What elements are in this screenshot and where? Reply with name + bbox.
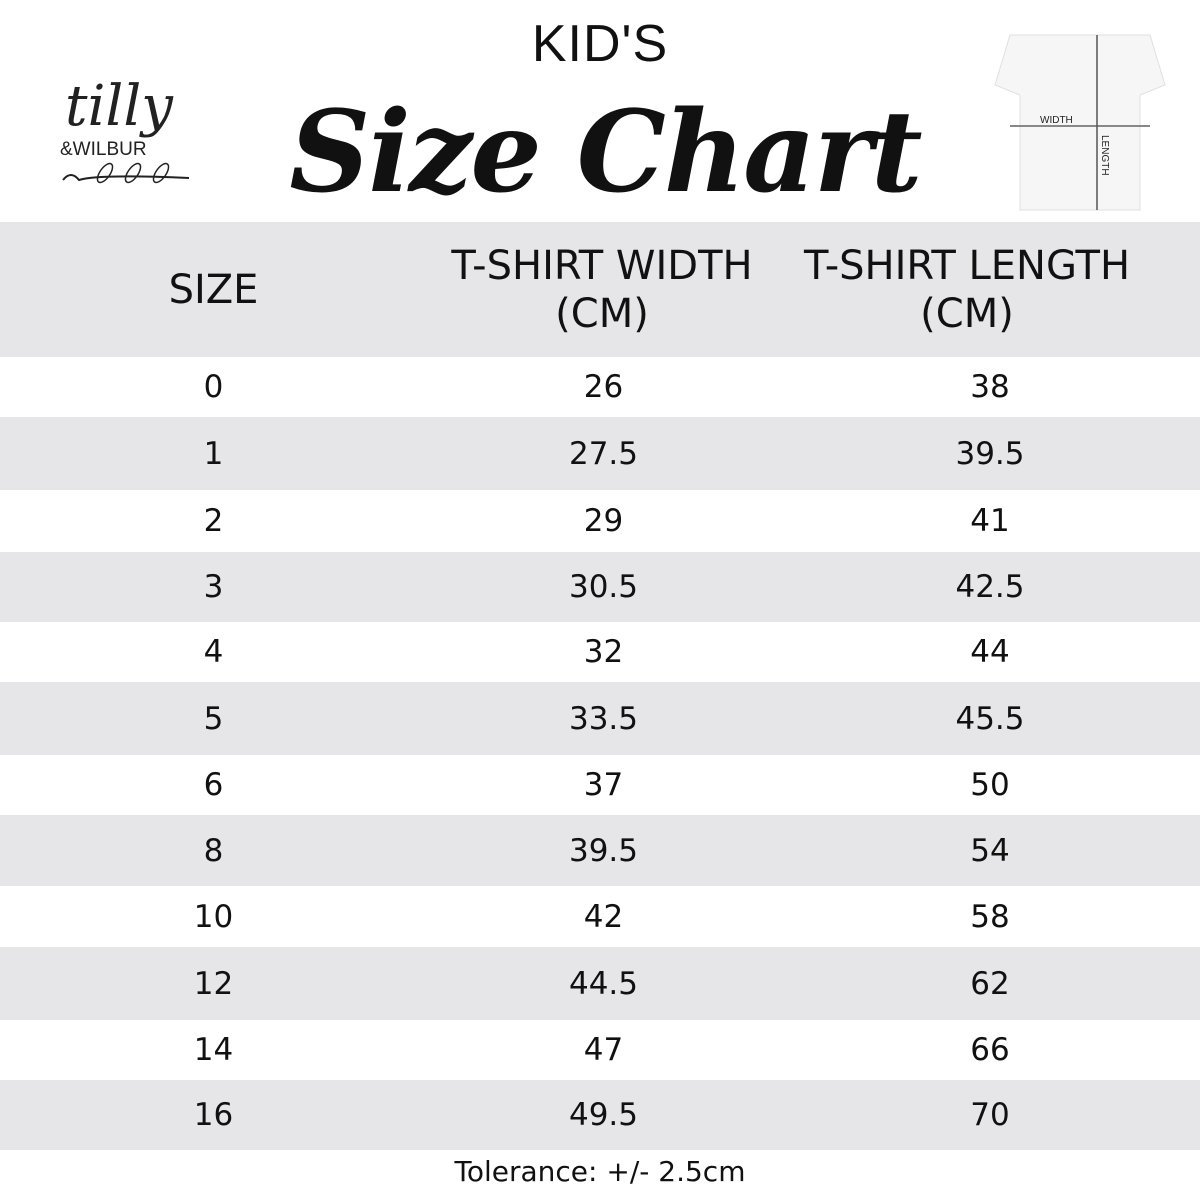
cell-width: 42 — [583, 898, 624, 935]
brand-logo: tilly &WILBUR — [55, 55, 200, 200]
table-row: 3 30.5 42.5 — [0, 552, 1200, 622]
cell-length: 58 — [970, 898, 1010, 935]
cell-width: 27.5 — [568, 435, 639, 472]
cell-length: 41 — [970, 503, 1010, 539]
length-label: LENGTH — [1099, 135, 1110, 176]
table-row: 16 49.5 70 — [0, 1080, 1200, 1150]
cell-size: 14 — [193, 1032, 234, 1068]
width-label: WIDTH — [1040, 115, 1073, 126]
cell-width: 29 — [583, 503, 624, 539]
cell-size: 16 — [193, 1097, 234, 1133]
cell-length: 62 — [970, 965, 1010, 1002]
cell-width: 37 — [583, 767, 624, 803]
cell-length: 45.5 — [955, 700, 1025, 737]
cell-length: 66 — [970, 1032, 1010, 1068]
column-header-width: T-SHIRT WIDTH (CM) — [451, 242, 753, 337]
table-row: 10 42 58 — [0, 886, 1200, 947]
column-header-length: T-SHIRT LENGTH (CM) — [803, 242, 1131, 337]
tolerance-note: Tolerance: +/- 2.5cm — [454, 1155, 746, 1188]
cell-size: 2 — [203, 503, 224, 539]
cell-width: 47 — [583, 1032, 624, 1068]
cell-width: 32 — [583, 634, 624, 670]
table-row: 14 47 66 — [0, 1020, 1200, 1080]
cell-size: 8 — [203, 832, 224, 869]
logo-subtitle: &WILBUR — [60, 139, 147, 160]
table-row: 0 26 38 — [0, 357, 1200, 417]
cell-size: 5 — [203, 700, 224, 737]
table-row: 2 29 41 — [0, 490, 1200, 552]
kicker-heading: KID'S — [531, 15, 669, 73]
cell-size: 12 — [193, 965, 234, 1002]
cell-width: 44.5 — [568, 965, 639, 1002]
table-header: SIZE T-SHIRT WIDTH (CM) T-SHIRT LENGTH (… — [0, 222, 1200, 357]
cell-size: 6 — [203, 767, 224, 803]
cell-length: 39.5 — [955, 435, 1025, 472]
table-row: 5 33.5 45.5 — [0, 682, 1200, 755]
cell-width: 30.5 — [568, 569, 639, 605]
cell-length: 38 — [970, 369, 1010, 405]
table-row: 6 37 50 — [0, 755, 1200, 815]
cell-width: 49.5 — [568, 1097, 639, 1133]
cell-length: 44 — [970, 634, 1010, 670]
table-row: 12 44.5 62 — [0, 947, 1200, 1020]
cell-size: 3 — [203, 569, 224, 605]
column-header-size: SIZE — [168, 266, 259, 313]
cell-length: 42.5 — [955, 569, 1025, 605]
cell-width: 33.5 — [568, 700, 639, 737]
cell-size: 0 — [203, 369, 224, 405]
cell-length: 54 — [970, 832, 1010, 869]
table-row: 4 32 44 — [0, 622, 1200, 682]
tshirt-diagram: WIDTH LENGTH — [990, 25, 1170, 215]
cell-size: 10 — [193, 898, 234, 935]
table-row: 8 39.5 54 — [0, 815, 1200, 886]
logo-script: tilly — [65, 74, 174, 139]
page-title: Size Chart — [289, 87, 922, 218]
cell-length: 50 — [970, 767, 1010, 803]
size-table: SIZE T-SHIRT WIDTH (CM) T-SHIRT LENGTH (… — [0, 222, 1200, 1150]
cell-length: 70 — [970, 1097, 1010, 1133]
table-row: 1 27.5 39.5 — [0, 417, 1200, 490]
cell-size: 1 — [203, 435, 224, 472]
cell-width: 26 — [583, 369, 624, 405]
cell-width: 39.5 — [568, 832, 639, 869]
cell-size: 4 — [203, 634, 224, 670]
